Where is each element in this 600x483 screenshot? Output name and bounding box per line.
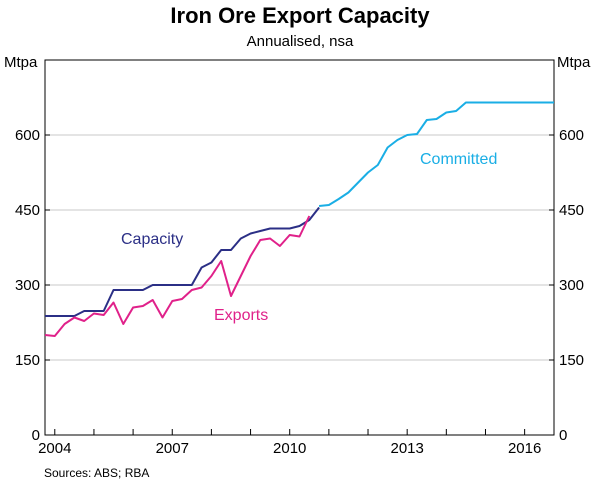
chart-title: Iron Ore Export Capacity [170,3,430,28]
chart-subtitle: Annualised, nsa [247,33,354,50]
y-tick-label-right: 300 [559,277,584,294]
y-tick-label-left: 600 [15,127,40,144]
y-tick-label-right: 150 [559,352,584,369]
series-label-capacity: Capacity [121,231,183,248]
y-tick-label-left: 450 [15,202,40,219]
y-tick-label-left: 150 [15,352,40,369]
axes: 0 0 150 150 300 300 450 450 600 600 2004 2007 2010 20… [15,59,584,457]
source-note: Sources: ABS; RBA [44,466,149,480]
gridlines [45,134,554,361]
x-tick-label: 2010 [273,440,306,457]
series-label-exports: Exports [214,307,268,324]
y-tick-label-right: 600 [559,127,584,144]
series-line-committed [318,101,554,207]
x-tick-label: 2016 [508,440,541,457]
series-label-committed: Committed [420,151,497,168]
plot-frame [44,59,555,436]
series-line-exports [44,215,311,337]
x-tick-label: 2013 [390,440,423,457]
x-tick-label: 2007 [156,440,189,457]
series-lines [44,101,554,337]
series-line-capacity [45,206,320,317]
y-tick-label-left: 300 [15,277,40,294]
y-axis-unit-left: Mtpa [4,54,38,71]
y-tick-label-left: 0 [32,427,40,444]
x-tick-label: 2004 [38,440,71,457]
y-tick-label-right: 450 [559,202,584,219]
y-tick-label-right: 0 [559,427,567,444]
y-axis-unit-right: Mtpa [557,54,591,71]
